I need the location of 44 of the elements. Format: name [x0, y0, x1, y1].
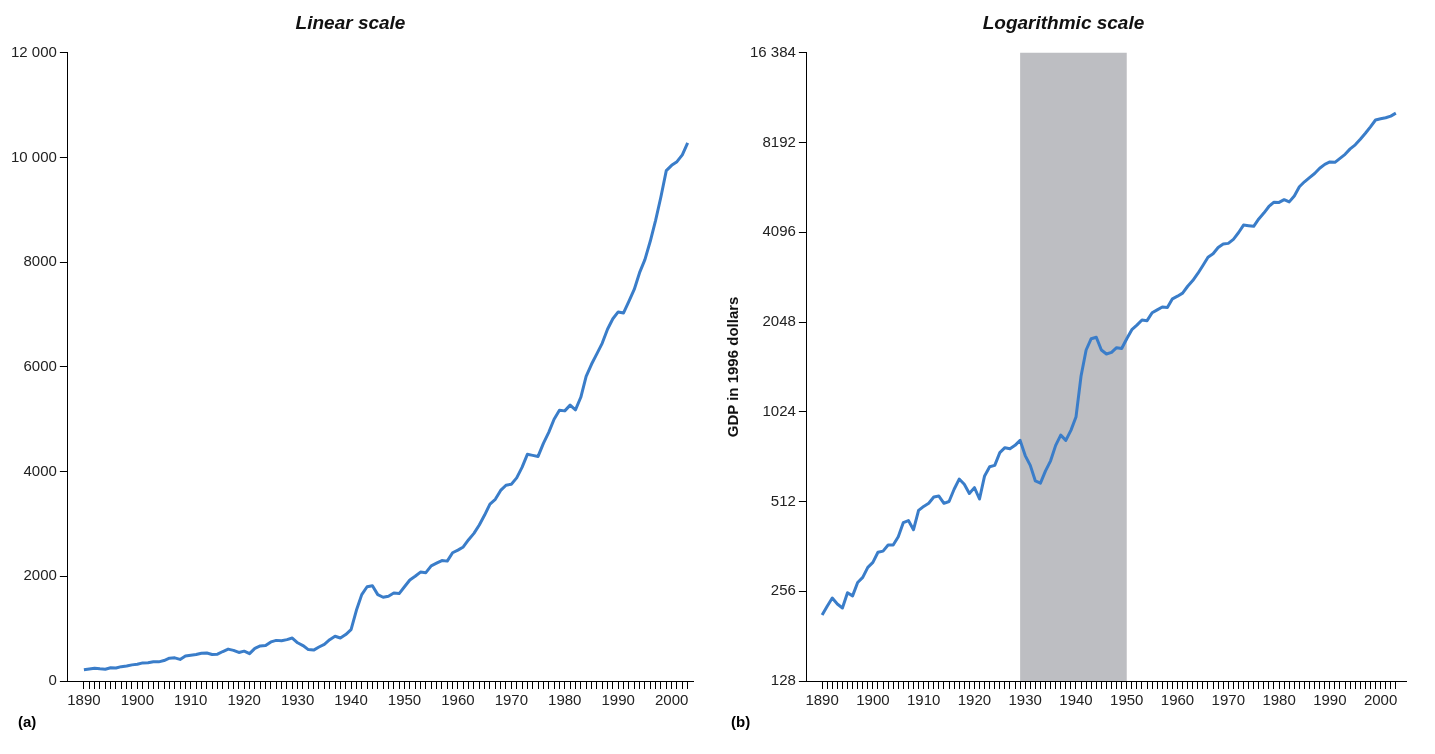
x-tick-label: 1920 [957, 691, 992, 709]
x-tick-label: 1890 [805, 691, 839, 709]
x-tick-label: 1890 [67, 691, 101, 709]
y-tick-label: 4000 [23, 461, 57, 479]
x-tick-label: 1980 [548, 691, 582, 709]
x-tick-label: 1930 [280, 691, 315, 709]
x-tick-label: 1970 [494, 691, 529, 709]
y-tick-label: 0 [48, 671, 57, 689]
chart-title: Linear scale [295, 11, 406, 33]
x-tick-label: 1990 [601, 691, 635, 709]
y-tick-label: 256 [770, 581, 796, 599]
y-tick-label: 10 000 [10, 147, 57, 165]
x-tick-label: 1940 [334, 691, 368, 709]
y-tick-label: 1024 [762, 401, 796, 419]
y-tick-label: 6000 [23, 357, 57, 375]
x-tick-label: 1990 [1313, 691, 1347, 709]
x-tick-label: 1980 [1262, 691, 1296, 709]
text: (b) [730, 713, 752, 730]
y-tick-label: 512 [770, 491, 796, 509]
x-tick-label: 1920 [227, 691, 261, 709]
x-tick-label: 1910 [174, 691, 208, 709]
y-tick-label: 128 [770, 671, 796, 689]
text: (a) [17, 713, 38, 730]
x-tick-label: 2000 [654, 691, 689, 709]
x-tick-label: 1930 [1008, 691, 1042, 709]
y-tick-label: 4096 [762, 222, 796, 240]
y-tick-label: 2048 [762, 312, 796, 330]
x-tick-label: 1900 [120, 691, 155, 709]
x-tick-label: 1940 [1059, 691, 1093, 709]
x-tick-label: 1960 [441, 691, 475, 709]
x-tick-label: 1970 [1211, 691, 1245, 709]
y-tick-label: 2000 [23, 566, 57, 584]
y-axis-title: GDP in 1996 dollars [724, 296, 742, 438]
y-tick-label: 12 000 [10, 42, 57, 60]
x-tick-label: 1950 [1110, 691, 1144, 709]
y-tick-label: 8192 [762, 132, 796, 150]
x-tick-label: 1900 [856, 691, 890, 709]
x-tick-label: 1960 [1160, 691, 1195, 709]
y-tick-label: 8000 [23, 252, 57, 270]
chart-title: Logarithmic scale [982, 11, 1145, 33]
x-tick-label: 1910 [906, 691, 941, 709]
y-tick-label: 16 384 [749, 42, 796, 60]
x-tick-label: 2000 [1363, 691, 1398, 709]
x-tick-label: 1950 [387, 691, 422, 709]
